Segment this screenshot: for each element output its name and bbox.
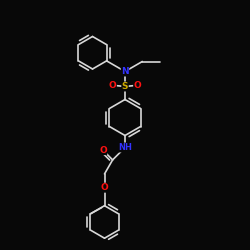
Text: O: O bbox=[101, 183, 108, 192]
Text: O: O bbox=[134, 81, 141, 90]
Text: S: S bbox=[122, 82, 128, 91]
Text: O: O bbox=[99, 146, 107, 155]
Text: O: O bbox=[108, 81, 116, 90]
Text: N: N bbox=[121, 67, 129, 76]
Text: NH: NH bbox=[118, 143, 132, 152]
